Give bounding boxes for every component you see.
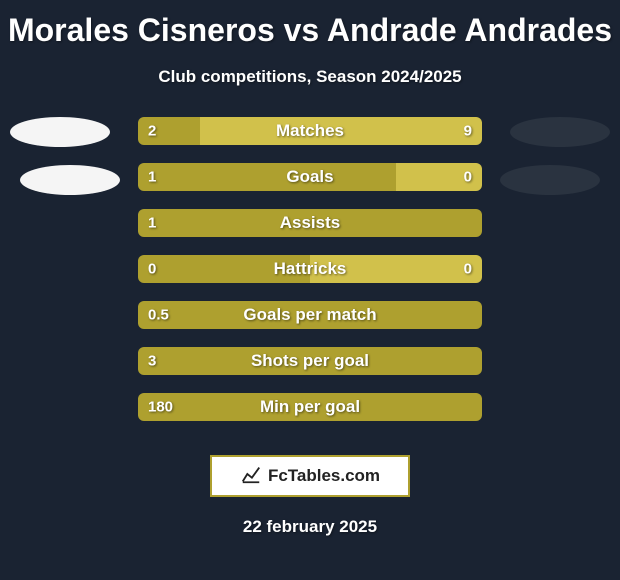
bar-row: Shots per goal3: [138, 347, 482, 375]
bar-list: Matches29Goals10Assists1Hattricks00Goals…: [138, 117, 482, 439]
bar-row: Assists1: [138, 209, 482, 237]
bar-value-left: 1: [148, 169, 156, 186]
player-right-avatar: [510, 117, 610, 147]
source-badge: FcTables.com: [210, 455, 410, 497]
date-text: 22 february 2025: [0, 517, 620, 537]
bar-value-right: 0: [464, 261, 472, 278]
bar-row: Matches29: [138, 117, 482, 145]
bar-row: Hattricks00: [138, 255, 482, 283]
badge-text: FcTables.com: [268, 466, 380, 486]
bar-row: Goals10: [138, 163, 482, 191]
player-right-flag: [500, 165, 600, 195]
bar-value-left: 0: [148, 261, 156, 278]
bar-value-left: 3: [148, 353, 156, 370]
bar-value-left: 2: [148, 123, 156, 140]
bar-value-left: 1: [148, 215, 156, 232]
bar-row: Goals per match0.5: [138, 301, 482, 329]
page-title: Morales Cisneros vs Andrade Andrades: [0, 0, 620, 49]
bar-value-left: 180: [148, 399, 173, 416]
comparison-chart: Matches29Goals10Assists1Hattricks00Goals…: [0, 117, 620, 437]
bar-value-right: 9: [464, 123, 472, 140]
player-left-avatar: [10, 117, 110, 147]
page-subtitle: Club competitions, Season 2024/2025: [0, 67, 620, 87]
bar-row: Min per goal180: [138, 393, 482, 421]
bar-value-right: 0: [464, 169, 472, 186]
player-left-flag: [20, 165, 120, 195]
bar-value-left: 0.5: [148, 307, 169, 324]
chart-icon: [240, 463, 262, 490]
